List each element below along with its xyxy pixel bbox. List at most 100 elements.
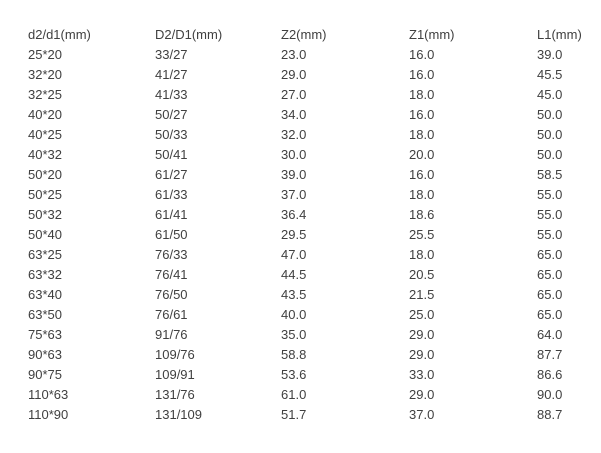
table-cell: 90*75 xyxy=(28,367,62,382)
table-cell: 18.0 xyxy=(409,247,435,262)
table-cell: 18.0 xyxy=(409,87,435,102)
table-cell: 44.5 xyxy=(281,267,307,282)
table-row: 50*20 61/27 39.0 16.0 58.5 xyxy=(28,165,601,185)
table-cell: 43.5 xyxy=(281,287,307,302)
table-cell: 63*50 xyxy=(28,307,62,322)
table-cell: 50*25 xyxy=(28,187,62,202)
table-cell: 40*25 xyxy=(28,127,62,142)
table-cell: 50.0 xyxy=(537,127,563,142)
table-cell: 18.0 xyxy=(409,127,435,142)
table-cell: 25*20 xyxy=(28,47,62,62)
table-cell: 53.6 xyxy=(281,367,307,382)
table-cell: 63*25 xyxy=(28,247,62,262)
table-cell: 50*20 xyxy=(28,167,62,182)
table-cell: 61/50 xyxy=(155,227,188,242)
table-cell: 65.0 xyxy=(537,267,563,282)
table-cell: 76/50 xyxy=(155,287,188,302)
table-cell: 18.6 xyxy=(409,207,435,222)
col-header-D2D1: D2/D1(mm) xyxy=(155,27,223,42)
table-cell: 45.5 xyxy=(537,67,563,82)
table-cell: 16.0 xyxy=(409,107,435,122)
table-row: 90*63 109/76 58.8 29.0 87.7 xyxy=(28,345,601,365)
table-cell: 32*20 xyxy=(28,67,62,82)
col-header-Z2: Z2(mm) xyxy=(281,27,327,42)
table-cell: 21.5 xyxy=(409,287,435,302)
table-cell: 109/76 xyxy=(155,347,195,362)
table-cell: 50*40 xyxy=(28,227,62,242)
table-cell: 76/61 xyxy=(155,307,188,322)
table-cell: 40*32 xyxy=(28,147,62,162)
table-cell: 50/41 xyxy=(155,147,188,162)
table-cell: 55.0 xyxy=(537,187,563,202)
table-row: 75*63 91/76 35.0 29.0 64.0 xyxy=(28,325,601,345)
table-cell: 16.0 xyxy=(409,47,435,62)
table-cell: 45.0 xyxy=(537,87,563,102)
table-cell: 109/91 xyxy=(155,367,195,382)
header-row: d2/d1(mm) D2/D1(mm) Z2(mm) Z1(mm) L1(mm) xyxy=(28,25,601,45)
table-cell: 35.0 xyxy=(281,327,307,342)
table-row: 40*20 50/27 34.0 16.0 50.0 xyxy=(28,105,601,125)
table-cell: 58.5 xyxy=(537,167,563,182)
table-cell: 61/33 xyxy=(155,187,188,202)
table-cell: 63*40 xyxy=(28,287,62,302)
table-cell: 58.8 xyxy=(281,347,307,362)
table-row: 50*32 61/41 36.4 18.6 55.0 xyxy=(28,205,601,225)
table-cell: 40*20 xyxy=(28,107,62,122)
table-cell: 16.0 xyxy=(409,67,435,82)
table-cell: 61/27 xyxy=(155,167,188,182)
table-cell: 30.0 xyxy=(281,147,307,162)
table-cell: 23.0 xyxy=(281,47,307,62)
table-cell: 76/41 xyxy=(155,267,188,282)
table-cell: 36.4 xyxy=(281,207,307,222)
table-row: 32*20 41/27 29.0 16.0 45.5 xyxy=(28,65,601,85)
table-cell: 33/27 xyxy=(155,47,188,62)
table-cell: 50.0 xyxy=(537,107,563,122)
table-cell: 18.0 xyxy=(409,187,435,202)
table-cell: 29.0 xyxy=(281,67,307,82)
table-cell: 50/27 xyxy=(155,107,188,122)
table-cell: 27.0 xyxy=(281,87,307,102)
table-cell: 20.0 xyxy=(409,147,435,162)
table-cell: 33.0 xyxy=(409,367,435,382)
table-row: 63*32 76/41 44.5 20.5 65.0 xyxy=(28,265,601,285)
table-cell: 39.0 xyxy=(281,167,307,182)
table-cell: 32*25 xyxy=(28,87,62,102)
table-cell: 29.0 xyxy=(409,347,435,362)
table-cell: 51.7 xyxy=(281,407,307,422)
table-cell: 65.0 xyxy=(537,287,563,302)
table-row: 90*75 109/91 53.6 33.0 86.6 xyxy=(28,365,601,385)
table-body: 25*20 33/27 23.0 16.0 39.0 32*20 41/27 29.0 16.0… xyxy=(28,45,601,425)
table-row: 63*40 76/50 43.5 21.5 65.0 xyxy=(28,285,601,305)
table-cell: 63*32 xyxy=(28,267,62,282)
table-row: 32*25 41/33 27.0 18.0 45.0 xyxy=(28,85,601,105)
table-cell: 65.0 xyxy=(537,247,563,262)
table-cell: 55.0 xyxy=(537,227,563,242)
table-cell: 41/27 xyxy=(155,67,188,82)
table-cell: 87.7 xyxy=(537,347,563,362)
table-cell: 65.0 xyxy=(537,307,563,322)
col-header-Z1: Z1(mm) xyxy=(409,27,455,42)
table-cell: 131/76 xyxy=(155,387,195,402)
table-cell: 50*32 xyxy=(28,207,62,222)
table-cell: 16.0 xyxy=(409,167,435,182)
table-row: 63*25 76/33 47.0 18.0 65.0 xyxy=(28,245,601,265)
table-cell: 20.5 xyxy=(409,267,435,282)
table-cell: 55.0 xyxy=(537,207,563,222)
table-cell: 110*63 xyxy=(28,387,69,402)
table-cell: 61.0 xyxy=(281,387,307,402)
table-cell: 25.5 xyxy=(409,227,435,242)
table-cell: 40.0 xyxy=(281,307,307,322)
table-cell: 25.0 xyxy=(409,307,435,322)
table-row: 50*25 61/33 37.0 18.0 55.0 xyxy=(28,185,601,205)
table-row: 40*25 50/33 32.0 18.0 50.0 xyxy=(28,125,601,145)
table-row: 110*90 131/109 51.7 37.0 88.7 xyxy=(28,405,601,425)
table-cell: 86.6 xyxy=(537,367,563,382)
table-cell: 90*63 xyxy=(28,347,62,362)
table-cell: 37.0 xyxy=(409,407,435,422)
table-cell: 90.0 xyxy=(537,387,563,402)
table-cell: 88.7 xyxy=(537,407,563,422)
dimensions-table: d2/d1(mm) D2/D1(mm) Z2(mm) Z1(mm) L1(mm)… xyxy=(28,25,601,425)
table-cell: 29.5 xyxy=(281,227,307,242)
table-cell: 131/109 xyxy=(155,407,202,422)
